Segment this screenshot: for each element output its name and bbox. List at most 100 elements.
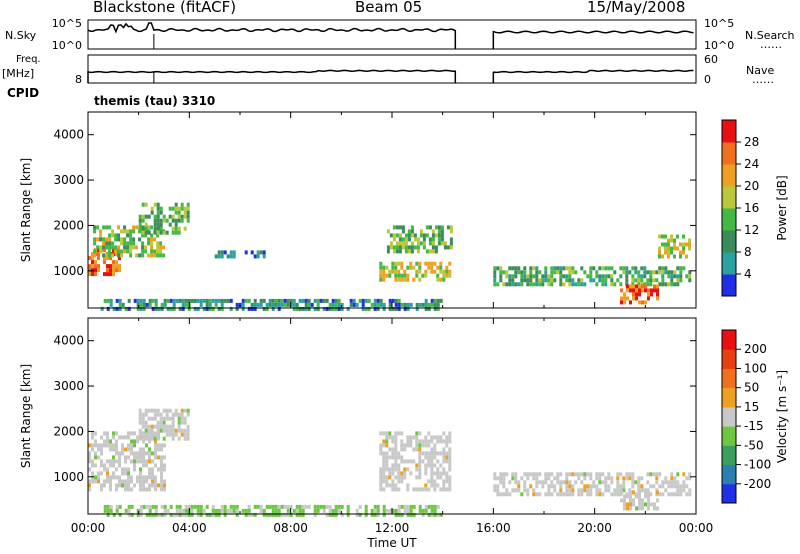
power-panel-cell	[123, 249, 127, 254]
velocity-panel-cell	[127, 455, 130, 460]
velocity-panel-cell	[180, 432, 184, 437]
nsearch-label: N.Search	[745, 29, 795, 42]
xtick-label: 08:00	[273, 521, 308, 535]
power-panel-cell	[439, 261, 443, 266]
velocity-panel-cell	[151, 479, 154, 484]
velocity-panel-cell	[641, 502, 644, 507]
velocity-panel-cell	[640, 476, 644, 481]
power-panel-cell	[115, 252, 118, 257]
power-panel-cell	[268, 298, 272, 303]
power-panel-cell	[553, 266, 557, 271]
power-panel-cell	[547, 282, 551, 287]
velocity-panel-cell	[159, 420, 163, 425]
velocity-panel-cell	[139, 475, 142, 480]
power-panel-cell	[631, 266, 635, 271]
velocity-panel-cell	[595, 476, 599, 481]
velocity-panel-cell	[514, 476, 518, 481]
velocity-panel-cell	[106, 475, 109, 480]
velocity-panel-cell	[91, 431, 94, 436]
velocity-panel-cell	[163, 504, 167, 509]
velocity-panel-cell	[556, 476, 560, 481]
power-panel-cell	[307, 302, 311, 307]
velocity-panel-cell	[319, 504, 323, 509]
power-panel-cell	[112, 260, 115, 265]
power-panel-cell	[553, 278, 557, 283]
power-panel-cell	[180, 206, 184, 211]
velocity-panel-cell	[115, 447, 118, 452]
velocity-panel-cell	[148, 439, 151, 444]
velocity-panel-cell	[436, 504, 440, 509]
velocity-panel-cell	[532, 472, 536, 477]
velocity-panel-cell	[430, 512, 434, 517]
power-panel-cell	[259, 298, 263, 303]
velocity-panel-cell	[448, 479, 452, 484]
power-panel-cell	[129, 245, 133, 250]
power-panel-cell	[106, 298, 110, 303]
velocity-panel-cell	[577, 492, 581, 497]
velocity-panel-cell	[400, 447, 404, 452]
velocity-panel-cell	[409, 439, 413, 444]
power-panel-cell	[505, 270, 509, 275]
velocity-panel-cell	[109, 439, 112, 444]
velocity-panel-cell	[394, 475, 398, 480]
velocity-panel-cell	[159, 416, 163, 421]
power-panel-cell	[571, 266, 575, 271]
power-panel-cell	[568, 282, 572, 287]
velocity-panel-cell	[647, 494, 650, 499]
velocity-panel-cell	[235, 508, 239, 513]
power-panel-cell	[403, 277, 407, 282]
velocity-panel-cell	[526, 488, 530, 493]
power-panel-cell	[147, 225, 151, 230]
power-panel-cell	[403, 306, 407, 311]
power-panel-cell	[601, 278, 605, 283]
velocity-panel-cell	[112, 463, 115, 468]
power-panel-cell	[148, 298, 152, 303]
velocity-panel-cell	[523, 488, 527, 493]
velocity-panel-cell	[565, 492, 569, 497]
power-panel-cell	[159, 226, 163, 231]
velocity-panel-cell	[103, 431, 106, 436]
velocity-panel-cell	[562, 492, 566, 497]
power-panel-cell	[91, 252, 94, 257]
velocity-panel-cell	[112, 475, 115, 480]
power-panel-cell	[159, 249, 163, 254]
velocity-panel-cell	[427, 455, 431, 460]
power-panel-cell	[514, 270, 518, 275]
power-panel-cell	[440, 229, 444, 234]
power-panel-cell	[644, 284, 647, 289]
velocity-panel-cell	[180, 412, 184, 417]
velocity-panel-cell	[91, 479, 94, 484]
velocity-panel-cell	[436, 451, 440, 456]
power-panel-cell	[400, 273, 404, 278]
velocity-panel-cell	[109, 504, 113, 509]
power-panel-cell	[401, 237, 405, 242]
power-panel-cell	[502, 282, 506, 287]
velocity-panel-cell	[295, 512, 299, 517]
velocity-panel-cell	[388, 475, 392, 480]
velocity-panel-cell	[103, 504, 107, 509]
velocity-panel-cell	[613, 488, 617, 493]
velocity-panel-cell	[177, 428, 181, 433]
power-panel-cell	[398, 245, 402, 250]
power-panel-cell	[413, 245, 417, 250]
power-panel-cell	[385, 265, 389, 270]
power-panel-cell	[88, 256, 91, 261]
velocity-panel-cell	[130, 504, 134, 509]
velocity-panel-cell	[682, 488, 686, 493]
power-panel-cell	[679, 242, 682, 247]
power-panel-cell	[241, 302, 245, 307]
power-panel-cell	[442, 269, 446, 274]
velocity-panel-cell	[94, 455, 97, 460]
velocity-panel-cell	[379, 475, 383, 480]
velocity-panel-cell	[177, 424, 181, 429]
power-panel-cell	[322, 306, 326, 311]
velocity-panel-cell	[400, 475, 404, 480]
velocity-panel-cell	[641, 498, 644, 503]
velocity-panel-cell	[635, 506, 638, 511]
power-panel-cell	[619, 282, 623, 287]
velocity-panel-cell	[626, 506, 629, 511]
velocity-panel-cell	[388, 431, 392, 436]
power-colorbar-swatch	[722, 252, 736, 275]
power-panel-cell	[205, 298, 209, 303]
velocity-panel-cell	[448, 475, 452, 480]
